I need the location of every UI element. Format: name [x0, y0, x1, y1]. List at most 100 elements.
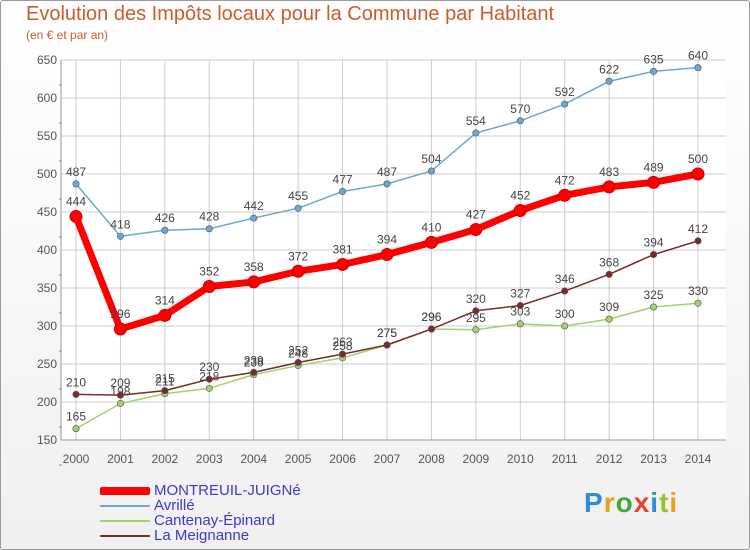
y-tick-label: 150	[37, 433, 57, 447]
legend-item: MONTREUIL-JUIGNé	[100, 483, 360, 499]
data-point	[339, 187, 347, 195]
data-point	[247, 275, 261, 289]
x-tick-label: 2006	[329, 452, 356, 466]
data-point	[691, 167, 705, 181]
data-point	[72, 390, 80, 398]
data-point	[561, 287, 569, 295]
data-label: 444	[66, 195, 86, 209]
proxiti-logo: Proxiti	[584, 487, 678, 519]
data-point	[294, 358, 302, 366]
data-point	[116, 391, 124, 399]
data-label: 635	[644, 52, 664, 66]
y-tick-label: 200	[37, 395, 57, 409]
legend-swatch	[100, 487, 150, 495]
data-label: 455	[288, 189, 308, 203]
legend-swatch	[100, 520, 150, 522]
data-point	[383, 180, 391, 188]
data-label: 215	[155, 372, 175, 386]
legend-swatch	[100, 535, 150, 537]
data-label: 165	[66, 410, 86, 424]
data-label: 309	[599, 300, 619, 314]
data-label: 248	[288, 347, 308, 361]
logo-letter: r	[603, 487, 616, 518]
y-tick-label: 350	[37, 281, 57, 295]
x-tick-label: 2001	[107, 452, 134, 466]
x-tick-label: 2010	[507, 452, 534, 466]
data-point	[694, 64, 702, 72]
data-point	[650, 303, 658, 311]
y-tick-label: 450	[37, 205, 57, 219]
data-label: 320	[466, 292, 486, 306]
data-point	[205, 375, 213, 383]
data-point	[72, 425, 80, 433]
legend-label: Cantenay-Épinard	[154, 512, 275, 529]
data-label: 427	[466, 207, 486, 221]
data-label: 426	[155, 211, 175, 225]
data-point	[602, 180, 616, 194]
chart-subtitle: (en € et par an)	[26, 28, 109, 42]
data-point	[383, 341, 391, 349]
data-point	[516, 301, 524, 309]
data-point	[158, 308, 172, 322]
data-point	[561, 100, 569, 108]
data-label: 410	[421, 220, 441, 234]
y-tick-label: 600	[37, 91, 57, 105]
data-label: 622	[599, 62, 619, 76]
data-label: 330	[688, 284, 708, 298]
x-tick-label: 2003	[196, 452, 223, 466]
data-point	[561, 322, 569, 330]
data-point	[424, 235, 438, 249]
y-tick-label: 250	[37, 357, 57, 371]
data-label: 209	[110, 376, 130, 390]
legend-swatch	[100, 505, 150, 507]
data-label: 452	[510, 188, 530, 202]
data-label: 314	[155, 293, 175, 307]
data-point	[291, 264, 305, 278]
data-point	[336, 257, 350, 271]
data-label: 327	[510, 286, 530, 300]
data-point	[427, 167, 435, 175]
data-point	[647, 175, 661, 189]
data-label: 210	[66, 375, 86, 389]
data-label: 275	[377, 326, 397, 340]
data-point	[113, 322, 127, 336]
x-tick-label: 2014	[685, 452, 712, 466]
y-tick-label: 300	[37, 319, 57, 333]
data-label: 263	[333, 335, 353, 349]
data-label: 303	[510, 305, 530, 319]
data-point	[69, 210, 83, 224]
data-label: 487	[377, 165, 397, 179]
data-label: 500	[688, 152, 708, 166]
x-tick-label: 2002	[152, 452, 179, 466]
data-point	[116, 232, 124, 240]
x-tick-label: 2009	[463, 452, 490, 466]
logo-letter: P	[584, 487, 604, 518]
data-point	[472, 326, 480, 334]
data-point	[650, 251, 658, 259]
data-point	[205, 225, 213, 233]
data-point	[513, 203, 527, 217]
data-point	[694, 237, 702, 245]
data-point	[605, 270, 613, 278]
data-label: 472	[555, 173, 575, 187]
data-point	[427, 325, 435, 333]
x-tick-label: 2012	[596, 452, 623, 466]
x-tick-label: 2005	[285, 452, 312, 466]
y-tick-label: 500	[37, 167, 57, 181]
legend-item: Avrillé	[100, 498, 360, 514]
data-point	[161, 387, 169, 395]
data-point	[472, 129, 480, 137]
data-label: 211	[155, 375, 174, 389]
data-label: 346	[555, 272, 575, 286]
data-point	[558, 188, 572, 202]
data-point	[250, 368, 258, 376]
data-point	[294, 204, 302, 212]
data-label: 239	[244, 353, 264, 367]
data-point	[516, 320, 524, 328]
legend-item: La Meignanne	[100, 528, 360, 544]
data-label: 296	[110, 307, 130, 321]
data-label: 296	[421, 310, 441, 324]
data-label: 412	[688, 222, 708, 236]
data-label: 230	[199, 360, 219, 374]
x-tick-label: 2011	[552, 452, 578, 466]
